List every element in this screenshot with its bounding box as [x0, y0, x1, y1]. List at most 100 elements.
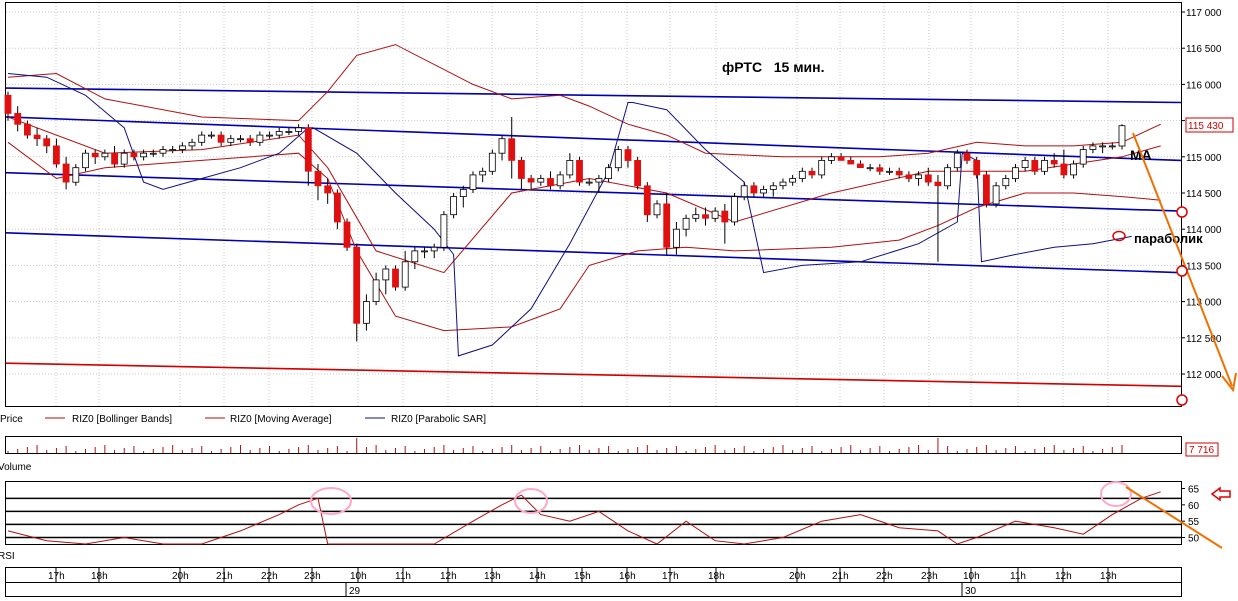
candle-bullish	[498, 138, 506, 154]
candle-bullish	[789, 178, 796, 183]
candle-bearish	[314, 170, 322, 187]
candle-bearish	[963, 152, 971, 161]
candle-bearish	[1060, 163, 1068, 176]
candle-bullish	[614, 149, 622, 169]
candle-bullish	[779, 181, 787, 187]
y-tick-label: 114 500	[1186, 189, 1222, 200]
price-pane-frame	[5, 2, 1182, 407]
candle-bullish	[886, 170, 893, 173]
candle-bullish	[1070, 163, 1077, 176]
candle-bullish	[275, 131, 283, 136]
candle-bullish	[372, 279, 380, 302]
candle-bullish	[411, 250, 419, 263]
candle-bearish	[111, 152, 118, 165]
legend-bollinger: RIZ0 [Bollinger Bands]	[72, 414, 172, 425]
time-tick-label: 10h	[350, 571, 367, 582]
candle-bullish	[120, 152, 128, 165]
trend-line-2	[5, 116, 1182, 162]
trend-line-4	[5, 232, 1182, 274]
y-tick-label: 114 000	[1186, 225, 1222, 236]
rsi-left-arrow-icon	[1210, 486, 1231, 502]
candle-bullish	[711, 210, 719, 219]
candle-bullish	[566, 159, 574, 176]
rsi-marker-3	[1100, 481, 1132, 507]
candle-bullish	[866, 167, 874, 170]
candle-bullish	[798, 170, 806, 179]
parabolic-annotation: параболик	[1134, 231, 1203, 246]
candle-bullish	[1108, 145, 1116, 148]
candle-bullish	[450, 196, 458, 216]
time-tick-label: 15h	[574, 571, 591, 582]
candle-bullish	[469, 174, 477, 190]
candle-bullish	[556, 174, 564, 187]
candle-bearish	[333, 192, 341, 223]
candle-bearish	[857, 163, 864, 168]
candle-bullish	[459, 188, 467, 197]
candle-bearish	[663, 203, 671, 248]
time-tick-label: 21h	[216, 571, 233, 582]
candle-bullish	[992, 185, 1000, 205]
time-tick-label: 16h	[619, 571, 636, 582]
trend-line-1	[5, 87, 1182, 104]
candle-bullish	[682, 217, 690, 230]
time-tick-label: 21h	[832, 571, 849, 582]
candle-bearish	[983, 174, 990, 205]
trend-lines	[5, 87, 1182, 388]
candle-bullish	[237, 138, 244, 141]
candle-bullish	[488, 152, 496, 172]
y-tick-label: 116 000	[1186, 80, 1222, 91]
rsi-levels	[6, 497, 1181, 539]
candle-bullish	[256, 134, 264, 143]
candle-bearish	[518, 159, 525, 179]
candle-bullish	[382, 268, 390, 281]
candle-bearish	[547, 178, 554, 187]
candle-bullish	[149, 152, 157, 155]
y-tick-label: 112 500	[1186, 334, 1222, 345]
time-tick-label: 10h	[963, 571, 980, 582]
candle-bearish	[624, 149, 632, 161]
candle-bearish	[23, 123, 31, 136]
candle-bullish	[1041, 159, 1048, 172]
candle-bullish	[740, 185, 748, 198]
candle-bearish	[62, 163, 70, 183]
candle-bearish	[392, 268, 399, 288]
candle-bullish	[140, 152, 148, 158]
candle-bullish	[760, 188, 767, 194]
target-circle-2	[1176, 265, 1188, 277]
time-tick-label: 17h	[48, 571, 65, 582]
time-tick-label: 22h	[261, 571, 278, 582]
candle-bullish	[285, 131, 293, 133]
rsi-line-path	[7, 491, 1161, 545]
bollinger-upper-line	[7, 44, 1161, 158]
candle-bearish	[130, 152, 138, 158]
candle-bullish	[1089, 145, 1097, 150]
candle-bullish	[1079, 149, 1087, 165]
candle-bullish	[1002, 178, 1010, 187]
candle-bullish	[605, 167, 612, 179]
rsi-arrow	[1125, 486, 1223, 549]
rsi-marker-1	[310, 487, 352, 515]
candle-bullish	[1012, 167, 1019, 179]
candle-bullish	[72, 167, 80, 183]
candle-bullish	[944, 167, 951, 187]
candle-bullish	[537, 178, 545, 183]
candle-bearish	[508, 138, 516, 161]
time-tick-label: 18h	[708, 571, 725, 582]
candle-bullish	[828, 156, 835, 161]
candle-bullish	[769, 185, 777, 190]
candle-bearish	[4, 94, 12, 114]
candle-bullish	[953, 152, 961, 169]
candle-bearish	[905, 174, 913, 179]
candle-bullish	[430, 246, 438, 252]
y-tick-label: 115 000	[1186, 153, 1222, 164]
candle-bullish	[401, 261, 409, 288]
time-tick-label: 23h	[921, 571, 938, 582]
volume-pane-frame	[5, 436, 1182, 454]
rsi-pane-label: RSI	[0, 551, 15, 562]
candle-bullish	[915, 174, 922, 179]
candle-bearish	[246, 138, 254, 143]
candle-bullish	[198, 134, 206, 143]
time-tick-label: 17h	[662, 571, 679, 582]
candle-bearish	[14, 113, 22, 125]
